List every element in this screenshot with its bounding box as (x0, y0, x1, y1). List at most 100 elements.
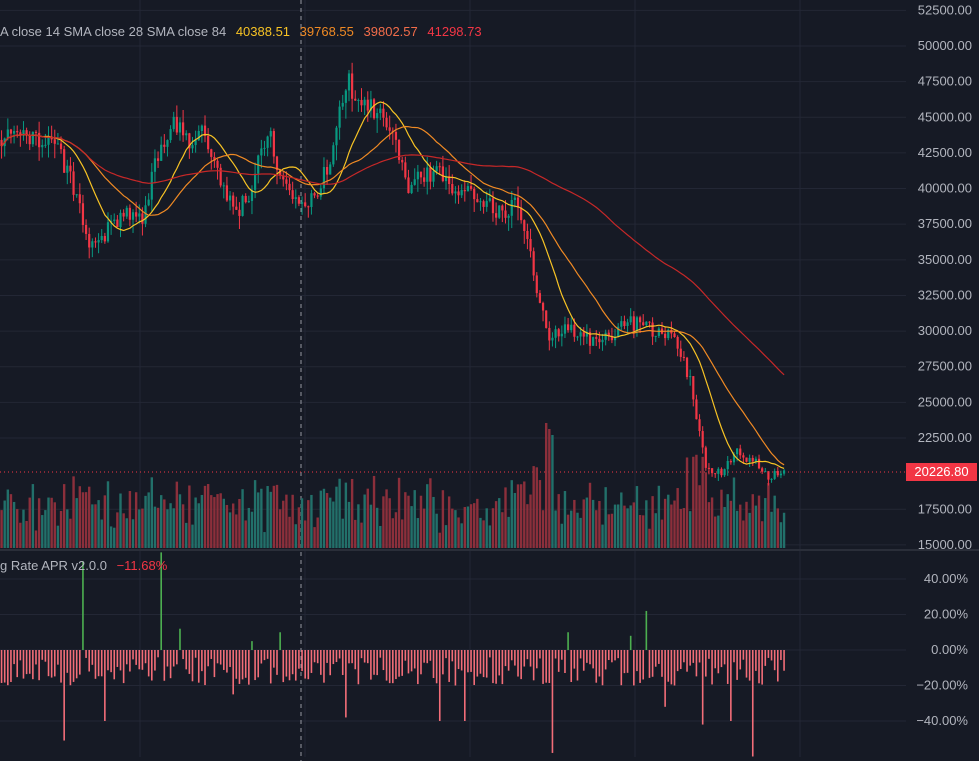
funding-bar (201, 650, 203, 672)
volume-bar (97, 500, 100, 548)
candle-body (482, 201, 485, 207)
volume-bar (294, 524, 297, 548)
candle-body (601, 339, 604, 343)
funding-bar (132, 650, 134, 660)
volume-bar (253, 480, 257, 548)
volume-bar (103, 495, 107, 548)
candle-body (507, 215, 510, 218)
funding-bar (38, 650, 40, 681)
funding-bar (232, 650, 234, 695)
funding-bar (172, 650, 175, 667)
volume-bar (59, 510, 63, 548)
candle-body (203, 125, 207, 136)
volume-bar (88, 486, 91, 548)
funding-bar (492, 650, 494, 684)
volume-bar (329, 497, 332, 548)
volume-bar (510, 480, 513, 548)
funding-bar (764, 650, 767, 666)
funding-bar (720, 650, 723, 668)
funding-bar (354, 650, 357, 670)
candle-body (253, 173, 257, 190)
funding-bar (345, 650, 347, 718)
candle-body (394, 131, 398, 140)
funding-bar (601, 650, 604, 686)
candle-body (529, 238, 532, 252)
volume-bar (576, 512, 579, 548)
candle-body (607, 332, 610, 337)
candle-body (344, 90, 347, 103)
candle-body (632, 316, 635, 331)
volume-bar (714, 516, 717, 548)
funding-bar (279, 632, 281, 650)
funding-bar (398, 650, 400, 677)
funding-bar (592, 650, 594, 669)
funding-bar (467, 650, 469, 673)
funding-legend-label: g Rate APR v2.0.0 (0, 558, 107, 573)
volume-bar (554, 510, 557, 548)
volume-bar (41, 515, 44, 548)
volume-bar (591, 499, 595, 548)
funding-bar (501, 650, 504, 685)
funding-bar (557, 650, 560, 672)
volume-bar (560, 523, 564, 548)
funding-bar (395, 650, 397, 680)
funding-bar (113, 650, 116, 680)
candle-body (38, 132, 41, 148)
axis-labels: 52500.00 50000.00 47500.00 45000.00 42500.00… (916, 2, 972, 728)
volume-bar (479, 517, 482, 548)
sma-14-value: 40388.51 (235, 24, 291, 39)
candle-body (617, 326, 620, 337)
funding-bar (639, 650, 641, 683)
volume-bar (438, 532, 441, 548)
funding-bar (573, 650, 576, 669)
funding-bar (169, 650, 172, 679)
funding-bar (213, 650, 216, 678)
volume-bar (25, 520, 28, 548)
price-tick-label: 27500.00 (918, 359, 972, 374)
volume-bar (178, 494, 182, 548)
volume-bar (507, 516, 510, 548)
volume-bar (435, 513, 438, 548)
candle-body (144, 205, 147, 224)
candle-body (613, 336, 617, 341)
volume-bar (263, 532, 266, 548)
candle-body (272, 131, 275, 157)
volume-bar (175, 481, 179, 548)
funding-bar (667, 650, 670, 682)
funding-bar (348, 650, 350, 664)
funding-bar (160, 552, 162, 650)
funding-bar (692, 650, 695, 663)
funding-bar (679, 650, 682, 670)
volume-bar (172, 508, 175, 548)
funding-bar (683, 650, 685, 663)
candle-body (141, 213, 144, 224)
funding-bar (157, 650, 159, 658)
funding-bar (85, 650, 87, 658)
candle-body (232, 195, 235, 207)
volume-bar (419, 495, 423, 548)
volume-bar (676, 488, 679, 548)
volume-bar (382, 496, 385, 548)
funding-bar (586, 650, 588, 663)
funding-bar (410, 650, 413, 672)
funding-bar (301, 650, 303, 672)
candle-body (710, 468, 714, 474)
funding-bar (194, 650, 197, 658)
volume-bar (557, 494, 560, 548)
volume-bar (357, 504, 360, 548)
volume-bar (216, 494, 219, 548)
funding-bar (222, 650, 225, 670)
volume-bar (278, 509, 282, 548)
funding-bar (454, 650, 457, 686)
price-tick-label: 17500.00 (918, 501, 972, 516)
candle-body (520, 207, 523, 221)
price-tick-label: 15000.00 (918, 537, 972, 552)
volume-bar (307, 500, 310, 548)
funding-bar (257, 650, 260, 678)
candle-body (382, 108, 385, 118)
volume-bar (16, 509, 19, 548)
candle-body (432, 171, 435, 182)
candle-body (25, 130, 28, 136)
